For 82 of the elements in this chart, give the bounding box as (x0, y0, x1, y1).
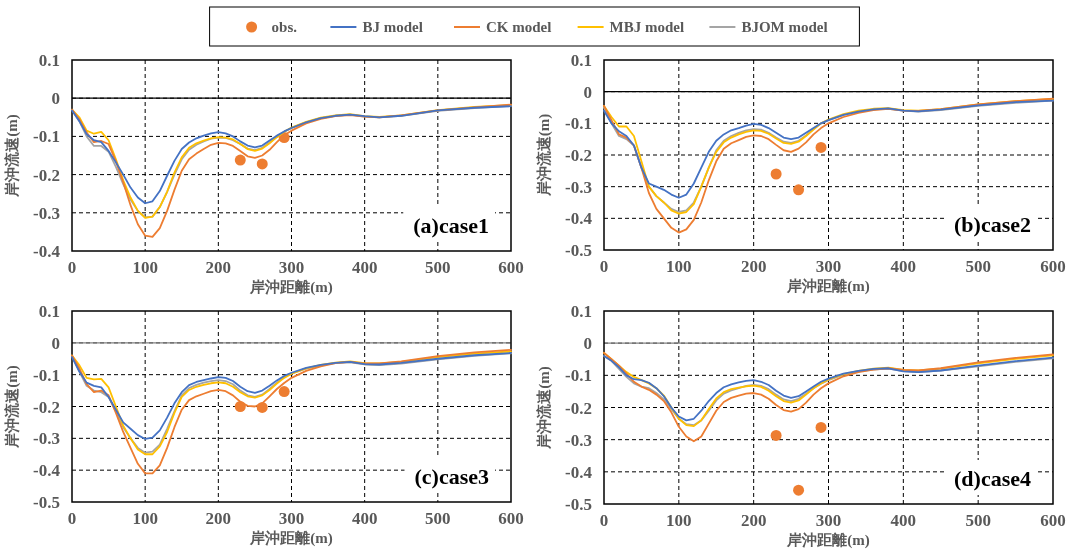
legend-label: CK model (486, 19, 552, 35)
x-tick-label: 200 (205, 509, 232, 528)
y-tick-label: 0.1 (38, 51, 60, 70)
y-tick-label: 0.1 (570, 51, 592, 70)
point (815, 421, 827, 433)
x-tick-label: 300 (278, 509, 305, 528)
y-tick-label: 0 (51, 333, 60, 353)
y-tick-label: 0.1 (38, 302, 60, 321)
x-tick-label: 0 (67, 509, 77, 528)
y-axis-title: 岸沖流速(m) (3, 114, 21, 198)
x-tick-label: 100 (132, 258, 158, 277)
point (793, 484, 805, 496)
x-axis-title: 岸沖距離(m) (786, 278, 870, 295)
x-tick-label: 600 (498, 509, 524, 528)
point (278, 386, 290, 398)
x-axis-title: 岸沖距離(m) (249, 279, 333, 296)
point (770, 168, 782, 180)
x-tick-label: 600 (498, 258, 524, 277)
y-tick-label: -0.1 (33, 127, 60, 147)
annotation: (a)case1 (413, 213, 489, 238)
y-tick-label: 0 (583, 82, 592, 102)
y-tick-label: -0.2 (565, 146, 592, 165)
x-tick-label: 500 (965, 511, 991, 530)
x-tick-label: 300 (815, 511, 842, 530)
line-series (603, 351, 1054, 443)
point (770, 429, 782, 441)
y-tick-label: -0.4 (565, 209, 593, 229)
x-tick-label: 200 (740, 257, 767, 276)
y-tick-label: -0.4 (33, 461, 61, 481)
y-tick-label: -0.5 (565, 495, 592, 514)
x-tick-label: 400 (890, 257, 917, 276)
x-axis-title: 岸沖距離(m) (786, 532, 870, 549)
x-tick-label: 500 (425, 258, 451, 277)
x-tick-label: 400 (351, 509, 378, 528)
y-axis-title: 岸沖流速(m) (3, 365, 21, 449)
y-tick-label: -0.3 (565, 177, 592, 197)
y-tick-label: -0.2 (565, 398, 592, 418)
x-tick-label: 400 (890, 511, 917, 530)
y-tick-label: 0 (583, 334, 592, 354)
x-tick-label: 200 (740, 511, 767, 530)
x-tick-label: 300 (278, 258, 305, 277)
y-tick-label: -0.2 (33, 165, 60, 185)
y-tick-label: -0.5 (565, 241, 592, 260)
x-tick-label: 600 (1040, 511, 1066, 530)
x-tick-label: 0 (599, 257, 609, 276)
y-tick-label: -0.4 (565, 462, 593, 482)
y-axis-title: 岸沖流速(m) (535, 113, 553, 198)
y-tick-label: -0.3 (33, 429, 60, 449)
x-axis-title: 岸沖距離(m) (249, 530, 333, 547)
legend-label: obs. (271, 19, 298, 35)
y-tick-label: -0.5 (33, 493, 60, 512)
x-tick-label: 200 (205, 258, 232, 277)
y-axis-title: 岸沖流速(m) (535, 366, 553, 450)
x-tick-label: 400 (351, 258, 378, 277)
y-tick-label: -0.3 (33, 203, 60, 223)
y-tick-label: 0 (51, 89, 60, 109)
point (793, 184, 805, 196)
x-tick-label: 0 (67, 258, 77, 277)
x-tick-label: 500 (965, 257, 991, 276)
legend-label: MBJ model (609, 19, 685, 35)
annotation: (c)case3 (414, 464, 489, 489)
x-tick-label: 100 (666, 511, 692, 530)
point (234, 154, 246, 166)
x-tick-label: 0 (599, 511, 609, 530)
y-tick-label: -0.1 (565, 366, 592, 386)
y-tick-label: 0.1 (570, 302, 592, 321)
legend-label: BJOM model (741, 19, 828, 35)
legend-label: BJ model (362, 19, 423, 35)
y-tick-label: -0.2 (33, 397, 60, 417)
point (256, 158, 268, 170)
point (815, 141, 827, 153)
x-tick-label: 600 (1040, 257, 1066, 276)
y-tick-label: -0.1 (33, 365, 60, 385)
y-tick-label: -0.1 (565, 114, 592, 134)
y-tick-label: -0.4 (33, 242, 61, 261)
x-tick-label: 300 (815, 257, 842, 276)
x-tick-label: 100 (132, 509, 158, 528)
annotation: (b)case2 (954, 212, 1031, 237)
y-tick-label: -0.3 (565, 430, 592, 450)
x-tick-label: 500 (425, 509, 451, 528)
annotation: (d)case4 (954, 466, 1031, 491)
x-tick-label: 100 (666, 257, 692, 276)
